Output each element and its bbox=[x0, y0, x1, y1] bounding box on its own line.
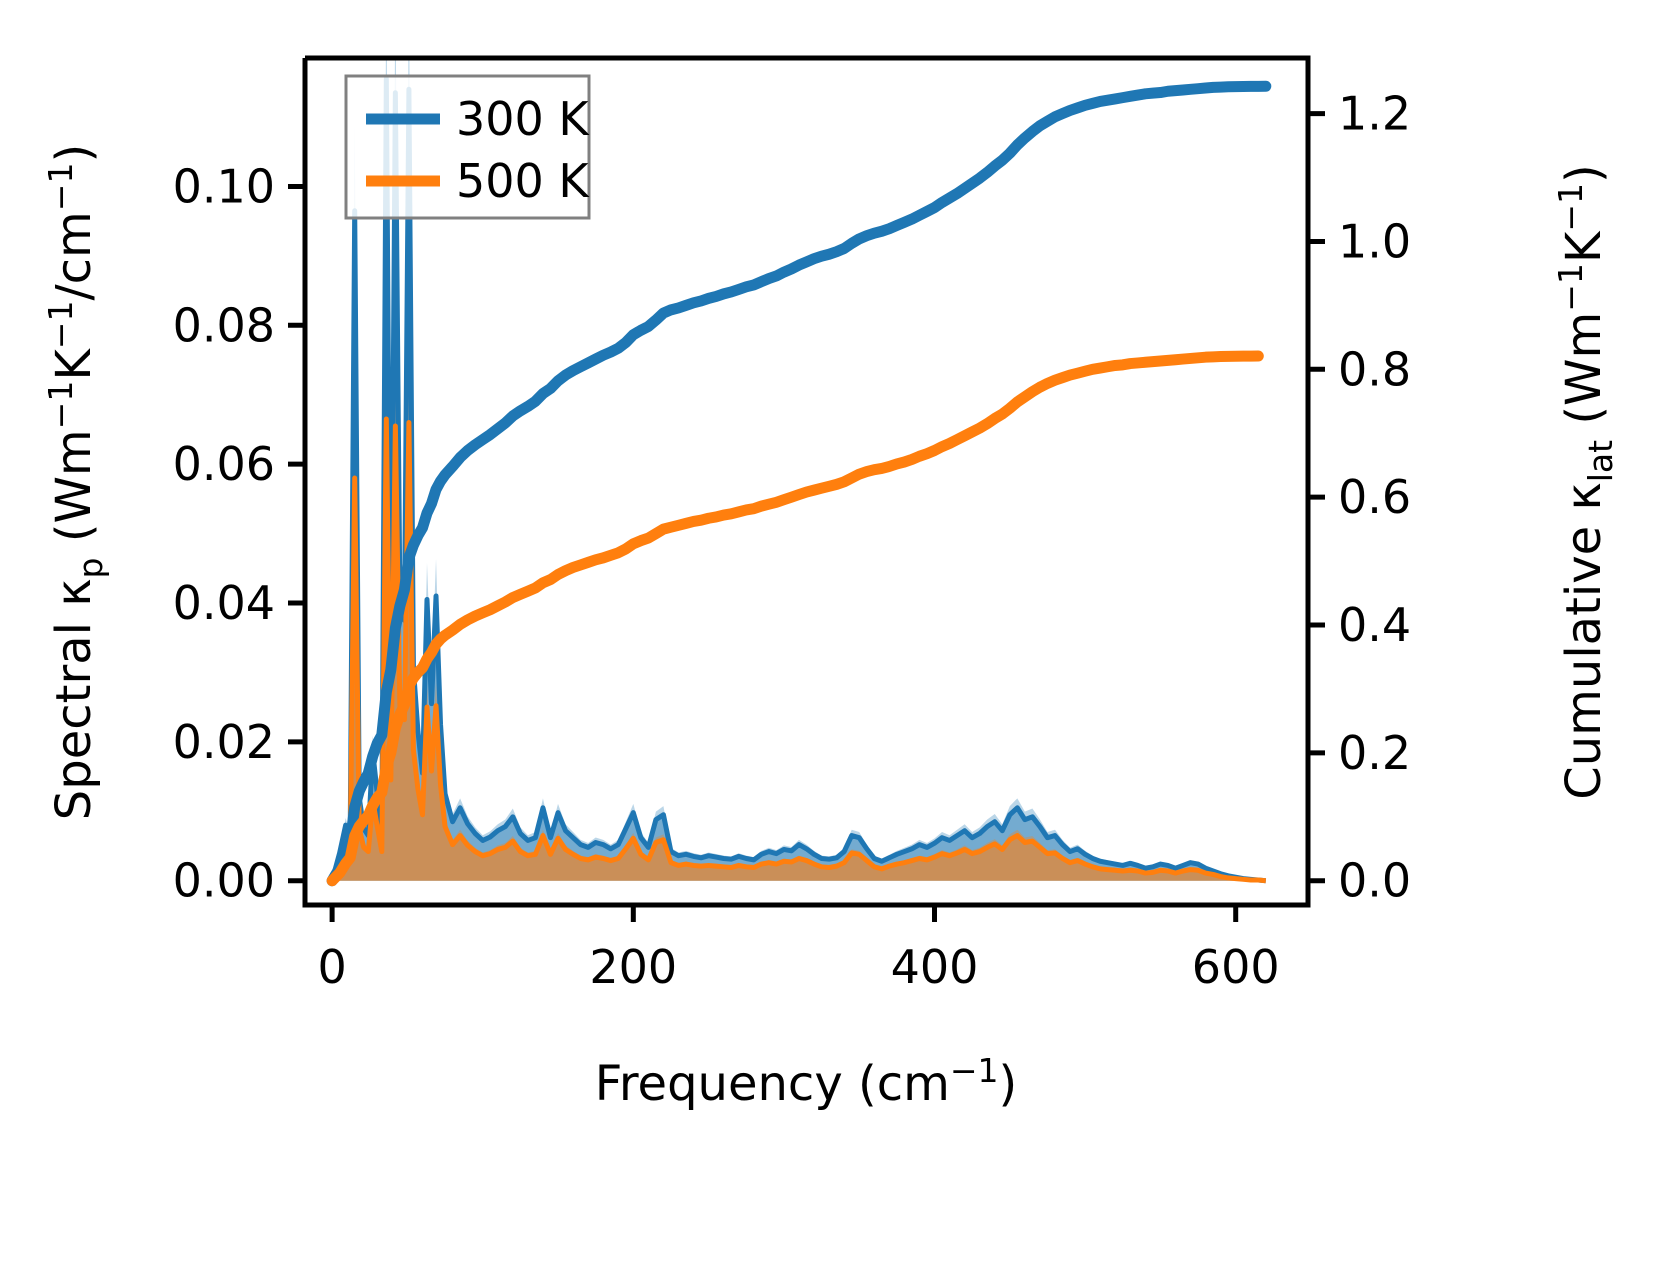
legend-background bbox=[344, 74, 591, 220]
legend-label-500k: 500 K bbox=[456, 154, 590, 208]
cumulative-line-300k bbox=[326, 80, 1272, 887]
spectral-area-500k bbox=[332, 419, 1266, 881]
svg-text:0.10: 0.10 bbox=[173, 159, 275, 213]
svg-text:0.02: 0.02 bbox=[173, 715, 275, 769]
y-right-axis-title: Cumulative κlat (Wm−1K−1) bbox=[1551, 164, 1620, 800]
svg-text:400: 400 bbox=[891, 940, 979, 994]
uncertainty-band-500k bbox=[332, 359, 1266, 881]
cumulative-line-500k bbox=[326, 350, 1264, 887]
svg-text:1.0: 1.0 bbox=[1338, 214, 1411, 268]
x-axis-title: Frequency (cm−1) bbox=[595, 1051, 1018, 1112]
svg-text:0.08: 0.08 bbox=[173, 298, 275, 352]
svg-text:0.06: 0.06 bbox=[173, 437, 275, 491]
x-axis-tick-labels: 0 200 400 600 bbox=[317, 940, 1279, 994]
legend-label-300k: 300 K bbox=[456, 92, 590, 146]
y-right-tick-labels: 0.0 0.2 0.4 0.6 0.8 1.0 1.2 bbox=[1338, 87, 1411, 908]
legend-entry-300k[interactable]: 300 K bbox=[366, 92, 590, 146]
svg-text:0.04: 0.04 bbox=[173, 576, 275, 630]
legend[interactable]: 300 K 500 K bbox=[344, 74, 591, 220]
svg-text:0.00: 0.00 bbox=[173, 854, 275, 908]
svg-text:200: 200 bbox=[589, 940, 677, 994]
axes-frame bbox=[302, 55, 1311, 908]
svg-text:0.0: 0.0 bbox=[1338, 854, 1411, 908]
svg-text:0.6: 0.6 bbox=[1338, 470, 1411, 524]
svg-text:0.4: 0.4 bbox=[1338, 598, 1411, 652]
svg-text:0.8: 0.8 bbox=[1338, 342, 1411, 396]
y-left-axis-title: Spectral κp (Wm−1K−1/cm−1) bbox=[41, 144, 110, 820]
svg-text:0.2: 0.2 bbox=[1338, 726, 1411, 780]
y-right-axis-ticks bbox=[1308, 111, 1325, 884]
data-layer bbox=[326, 58, 1272, 887]
x-axis-ticks bbox=[329, 905, 1239, 922]
svg-text:600: 600 bbox=[1192, 940, 1280, 994]
spectral-outline-500k bbox=[329, 416, 1267, 884]
svg-text:0: 0 bbox=[317, 940, 346, 994]
spectral-outline-300k bbox=[329, 76, 1267, 884]
y-left-axis-ticks bbox=[288, 183, 305, 884]
svg-text:1.2: 1.2 bbox=[1338, 87, 1411, 141]
legend-entry-500k[interactable]: 500 K bbox=[366, 154, 590, 208]
y-left-tick-labels: 0.00 0.02 0.04 0.06 0.08 0.10 bbox=[173, 159, 275, 907]
